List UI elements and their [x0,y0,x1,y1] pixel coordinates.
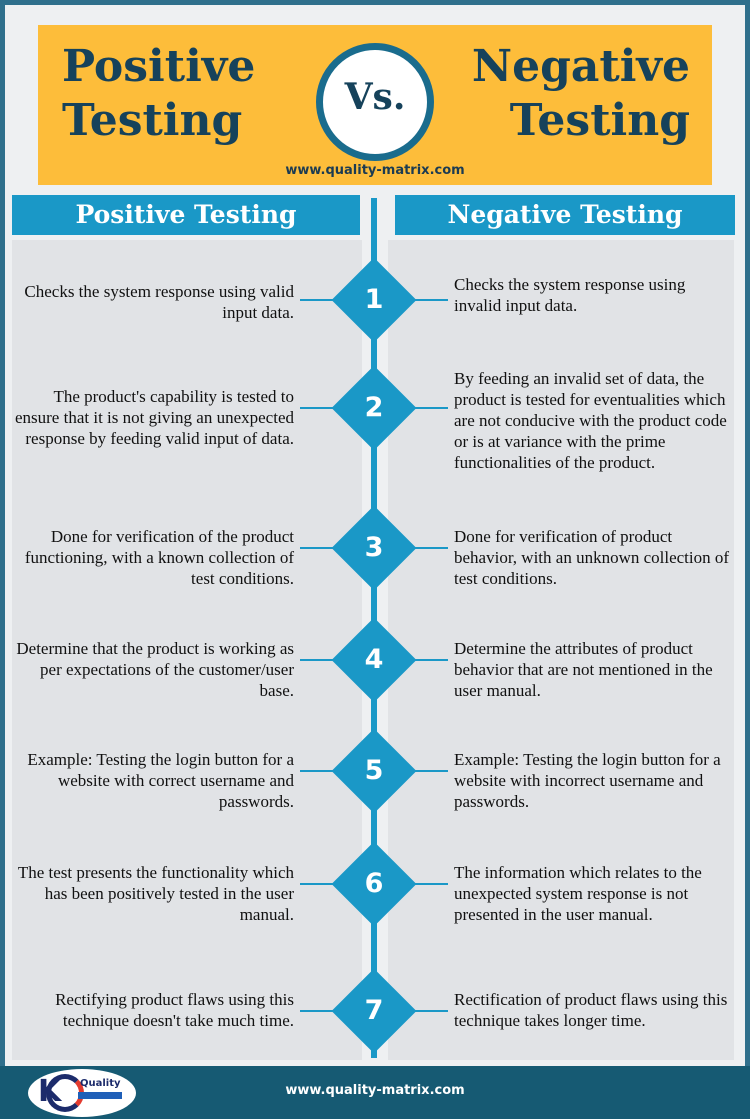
quality-matrix-logo-icon: K Quality [28,1069,136,1117]
negative-text: The information which relates to the une… [454,863,702,924]
positive-panel [12,240,362,1060]
connector-line [300,407,340,409]
positive-text: The product's capability is tested to en… [14,387,294,448]
step-number: 3 [364,532,384,563]
step-number: 7 [364,995,384,1026]
footer-url: www.quality-matrix.com [285,1083,465,1098]
step-number: 6 [364,868,384,899]
connector-line [300,883,340,885]
title-negative-testing: Negative Testing [471,41,690,146]
logo-k-letter: K [38,1074,62,1109]
connector-line [300,659,340,661]
connector-line [300,547,340,549]
logo-wordmark: Quality [80,1078,121,1089]
vs-badge: Vs. [316,43,434,161]
positive-text: Rectifying product flaws using this tech… [55,990,294,1030]
step-number: 4 [364,644,384,675]
connector-line [408,299,448,301]
connector-line [300,299,340,301]
step-number: 5 [364,755,384,786]
positive-text: Checks the system response using valid i… [24,282,294,322]
negative-text: Done for verification of product behavio… [454,527,730,588]
connector-line [408,770,448,772]
connector-line [300,1010,340,1012]
negative-text: By feeding an invalid set of data, the p… [454,369,727,472]
connector-line [408,1010,448,1012]
positive-text: Determine that the product is working as… [16,639,294,700]
step-number: 1 [364,284,384,315]
negative-text: Checks the system response using invalid… [454,275,686,315]
connector-line [300,770,340,772]
logo-bar [78,1092,122,1099]
positive-text: Example: Testing the login button for a … [27,750,294,811]
vs-label: Vs. [344,76,406,118]
positive-testing-header: Positive Testing [12,195,360,235]
step-number: 2 [364,392,384,423]
banner-url: www.quality-matrix.com [285,163,465,178]
negative-panel [388,240,734,1060]
connector-line [408,407,448,409]
positive-text: Done for verification of the product fun… [24,527,294,588]
title-positive-testing: Positive Testing [62,41,256,146]
negative-text: Determine the attributes of product beha… [454,639,713,700]
connector-line [408,547,448,549]
negative-text: Example: Testing the login button for a … [454,750,721,811]
connector-line [408,883,448,885]
negative-text: Rectification of product flaws using thi… [454,990,728,1030]
connector-line [408,659,448,661]
positive-text: The test presents the functionality whic… [17,863,294,924]
negative-testing-header: Negative Testing [395,195,735,235]
